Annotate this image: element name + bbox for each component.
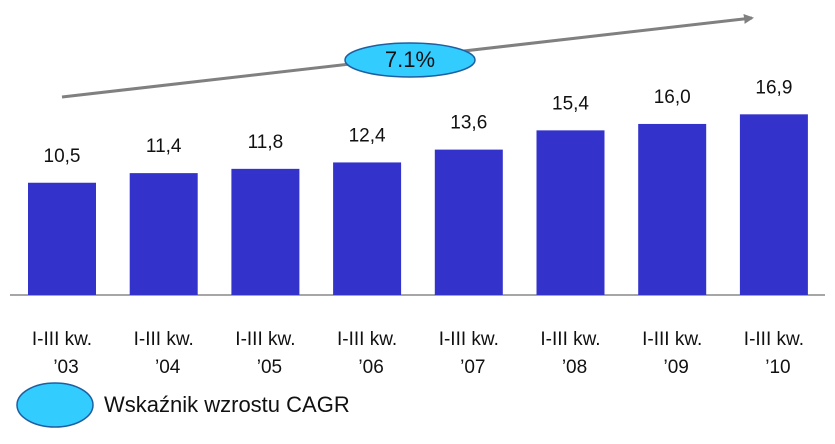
cagr-label: 7.1% <box>385 47 435 72</box>
value-label: 11,8 <box>248 132 284 153</box>
x-tick-label: ’05 <box>257 357 282 378</box>
x-tick-label: ’09 <box>664 357 689 378</box>
x-tick-label: I-III kw. <box>540 329 600 350</box>
value-label: 10,5 <box>44 146 81 167</box>
value-label: 15,4 <box>552 93 589 114</box>
cagr-ellipse <box>344 42 476 78</box>
x-tick-label: I-III kw. <box>439 329 499 350</box>
value-label: 11,4 <box>146 136 182 157</box>
bar <box>28 182 96 295</box>
bar <box>638 123 707 295</box>
x-tick-label: ’04 <box>155 357 181 378</box>
x-tick-label: I-III kw. <box>744 329 804 350</box>
x-tick-label: ’06 <box>358 357 383 378</box>
bar <box>739 114 808 295</box>
bar <box>434 149 503 295</box>
x-tick-label: ’07 <box>460 357 485 378</box>
legend-swatch <box>16 382 94 428</box>
bar <box>231 168 300 295</box>
value-label: 12,4 <box>349 125 386 146</box>
bar <box>333 162 402 295</box>
bar <box>129 173 198 295</box>
x-tick-label: I-III kw. <box>642 329 702 350</box>
legend-label: Wskaźnik wzrostu CAGR <box>104 392 350 417</box>
x-tick-label: ’03 <box>53 357 78 378</box>
value-label: 16,0 <box>654 87 691 108</box>
value-label: 16,9 <box>755 77 792 98</box>
value-label: 13,6 <box>450 113 487 134</box>
x-tick-label: ’08 <box>562 357 587 378</box>
x-tick-label: I-III kw. <box>337 329 397 350</box>
x-tick-label: I-III kw. <box>134 329 194 350</box>
x-tick-label: I-III kw. <box>32 329 92 350</box>
x-tick-label: I-III kw. <box>235 329 295 350</box>
x-tick-label: ’10 <box>765 357 790 378</box>
bar <box>536 130 605 295</box>
